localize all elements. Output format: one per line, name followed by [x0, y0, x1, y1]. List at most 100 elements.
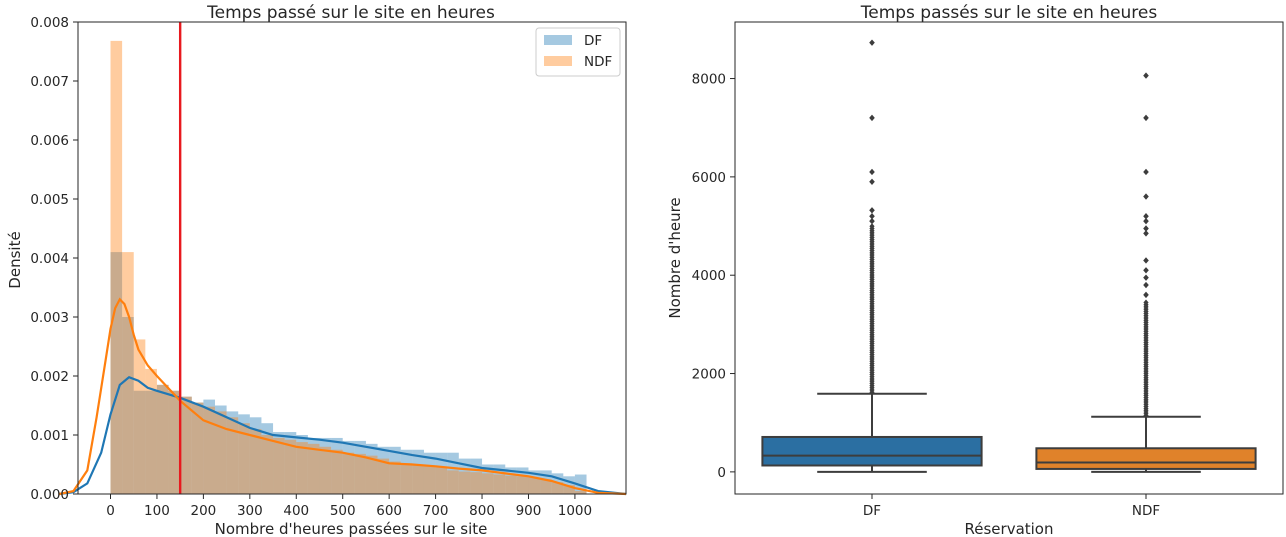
ndf-histogram-bar [493, 474, 506, 494]
x-tick-label: 100 [144, 503, 170, 519]
histogram-y-axis-label: Densité [6, 231, 24, 288]
ndf-histogram-bar [110, 40, 123, 494]
ndf-kde-line [59, 297, 627, 496]
ndf-histogram-bar [540, 479, 552, 494]
ndf-outlier-point [1143, 257, 1149, 264]
boxplot-axes-frame [734, 21, 1284, 495]
histogram-legend: DF NDF [535, 27, 621, 77]
df-histogram-bar [284, 432, 297, 494]
boxplot-y-ticks: 0 2000 4000 6000 8000 [692, 72, 735, 481]
df-histogram-bar [493, 464, 506, 494]
ndf-histogram-bar [203, 406, 215, 494]
ndf-outlier-point [1143, 72, 1149, 79]
boxplot-marks [761, 39, 1257, 473]
df-outlier-point [869, 213, 875, 220]
x-tick-label: 1000 [558, 503, 592, 519]
df-histogram-bar [215, 405, 227, 494]
df-histogram-bar [400, 449, 413, 494]
x-tick-label: 500 [330, 503, 356, 519]
ndf-outlier-point [1143, 299, 1149, 306]
df-outlier-point [869, 114, 875, 122]
df-histogram-bar [296, 435, 308, 494]
ndf-histogram-bar [180, 396, 192, 494]
df-histogram-bar [563, 476, 575, 494]
ndf-histogram-bar [354, 453, 366, 494]
df-histogram-bar [145, 390, 157, 494]
ndf-histogram-bar [284, 439, 297, 494]
y-tick-label: 0.007 [30, 74, 69, 90]
y-tick-label: 0.001 [30, 428, 69, 444]
ndf-histogram-bar [296, 442, 308, 494]
ndf-histogram-bar [168, 390, 181, 494]
x-tick-label: DF [863, 503, 881, 519]
ndf-outlier-point [1143, 267, 1149, 274]
ndf-outlier-point [1143, 193, 1149, 200]
df-histogram-bar [191, 402, 204, 494]
boxplot-title: Temps passés sur le site en heures [860, 3, 1158, 23]
y-tick-label: 0.005 [30, 192, 69, 208]
legend-swatch-ndf [544, 56, 572, 66]
x-tick-label: 900 [516, 503, 542, 519]
df-histogram-bar [249, 417, 262, 494]
boxplot-x-axis-label: Réservation [965, 520, 1054, 537]
ndf-outlier-point [1143, 217, 1149, 225]
ndf-histogram-bar [342, 452, 355, 494]
df-histogram-bar [122, 317, 134, 494]
df-histogram-bar [435, 452, 448, 494]
ndf-histogram-bar [122, 252, 134, 494]
df-histogram-bar [331, 437, 343, 494]
df-histogram-bar [505, 467, 517, 494]
y-tick-label: 8000 [692, 72, 726, 88]
ndf-histogram-bar [482, 473, 494, 494]
df-outlier-point [869, 207, 875, 214]
df-histogram-bar [412, 449, 424, 494]
df-histogram-bar [482, 464, 494, 494]
df-histogram-bar [319, 437, 332, 494]
df-histogram-bar [540, 470, 552, 494]
df-histogram-bar [423, 452, 436, 494]
ndf-histogram-bar [505, 475, 517, 494]
boxplot-y-axis-label: Nombre d'heure [666, 197, 684, 318]
boxplot-x-ticks: DF NDF [863, 494, 1160, 519]
ndf-histogram-bar [191, 402, 204, 494]
ndf-histogram-bar [551, 482, 564, 494]
df-outlier-point [869, 217, 875, 225]
y-tick-label: 0.008 [30, 15, 69, 31]
legend-label-df: DF [584, 33, 602, 49]
histogram-x-ticks: 0 100 200 300 400 500 600 700 800 900 1000 [106, 494, 592, 519]
ndf-outlier-point [1143, 114, 1149, 122]
y-tick-label: 6000 [692, 170, 726, 186]
ndf-histogram-bar [528, 477, 541, 494]
x-tick-label: 300 [237, 503, 263, 519]
ndf-histogram-bar [470, 472, 483, 494]
ndf-histogram-bar [412, 464, 424, 494]
df-histogram-bar [168, 390, 181, 494]
ndf-histogram-bar [145, 368, 157, 494]
legend-label-ndf: NDF [584, 54, 612, 70]
ndf-histogram-bar [215, 411, 227, 494]
df-box-group [761, 39, 983, 473]
ndf-histogram-bar [400, 463, 413, 494]
df-histogram-bar [226, 411, 239, 494]
ndf-histogram-bar [249, 429, 262, 494]
ndf-outlier-point [1143, 225, 1149, 232]
ndf-outlier-point [1143, 168, 1149, 176]
y-tick-label: 0.002 [30, 369, 69, 385]
histogram-x-axis-label: Nombre d'heures passées sur le site [215, 520, 488, 537]
ndf-histogram-bars [110, 40, 587, 494]
ndf-histogram-bar [261, 435, 274, 494]
ndf-histogram-bar [156, 384, 169, 494]
df-histogram-bar [156, 384, 169, 494]
df-histogram-bar [238, 414, 250, 494]
df-box [761, 435, 983, 467]
legend-box [535, 27, 621, 77]
y-tick-label: 0.000 [30, 487, 69, 503]
df-histogram-bar [354, 440, 366, 494]
df-histogram-bar [528, 470, 541, 494]
ndf-histogram-bar [574, 491, 587, 494]
y-tick-label: 0 [717, 465, 726, 481]
df-histogram-bar [261, 423, 274, 494]
df-histogram-bar [458, 458, 471, 494]
df-histogram-bar [110, 252, 123, 494]
